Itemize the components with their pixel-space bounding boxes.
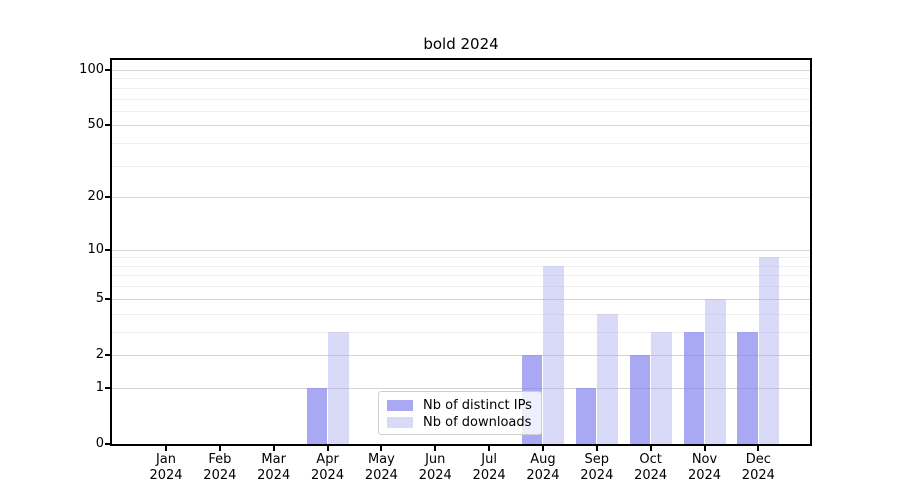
x-tick-label: Sep 2024 xyxy=(580,452,614,483)
minor-gridline xyxy=(112,331,810,333)
bar-downloads-dec xyxy=(758,257,780,444)
major-gridline xyxy=(112,354,810,356)
plot-area xyxy=(110,58,812,446)
chart-title: bold 2024 xyxy=(423,35,499,53)
legend-label-downloads: Nb of downloads xyxy=(423,415,532,430)
minor-gridline xyxy=(112,313,810,315)
y-tick-mark xyxy=(105,297,112,300)
bar-downloads-oct xyxy=(651,331,672,444)
y-tick-label: 5 xyxy=(95,290,104,306)
legend-item-downloads: Nb of downloads xyxy=(387,414,533,431)
x-tick-label: Jan 2024 xyxy=(149,452,183,483)
bar-distinct-ips-dec xyxy=(737,331,758,444)
minor-gridline xyxy=(112,165,810,167)
x-tick-label: Mar 2024 xyxy=(257,452,291,483)
x-tick-label: Oct 2024 xyxy=(634,452,668,483)
bar-distinct-ips-apr xyxy=(306,387,328,444)
minor-gridline xyxy=(112,275,810,277)
y-tick-mark xyxy=(105,124,112,127)
bar-downloads-nov xyxy=(705,298,726,444)
x-tick-label: Feb 2024 xyxy=(203,452,237,483)
y-tick-label: 1 xyxy=(95,379,104,395)
legend-swatch-distinct-ips xyxy=(387,400,413,411)
x-tick-label: Jul 2024 xyxy=(472,452,506,483)
y-tick-label: 50 xyxy=(87,117,104,133)
bar-downloads-sep xyxy=(597,313,618,444)
x-tick-label: Dec 2024 xyxy=(741,452,775,483)
x-tick-mark xyxy=(541,446,544,451)
minor-gridline xyxy=(112,78,810,80)
bar-distinct-ips-oct xyxy=(629,354,651,444)
x-tick-label: Apr 2024 xyxy=(311,452,345,483)
x-tick-mark xyxy=(703,446,706,451)
x-tick-label: Jun 2024 xyxy=(418,452,452,483)
y-tick-label: 20 xyxy=(87,189,104,205)
minor-gridline xyxy=(112,257,810,259)
x-tick-label: Aug 2024 xyxy=(526,452,560,483)
x-tick-mark xyxy=(488,446,491,451)
major-gridline xyxy=(112,298,810,300)
x-tick-mark xyxy=(757,446,760,451)
y-tick-label: 2 xyxy=(95,346,104,362)
minor-gridline xyxy=(112,87,810,89)
x-tick-label: Nov 2024 xyxy=(687,452,722,483)
major-gridline xyxy=(112,125,810,127)
legend: Nb of distinct IPs Nb of downloads xyxy=(378,391,542,435)
bar-distinct-ips-sep xyxy=(575,387,597,444)
minor-gridline xyxy=(112,110,810,112)
x-tick-mark xyxy=(434,446,437,451)
x-tick-mark xyxy=(272,446,275,451)
y-tick-mark xyxy=(105,248,112,251)
major-gridline xyxy=(112,249,810,251)
major-gridline xyxy=(112,197,810,199)
minor-gridline xyxy=(112,143,810,145)
x-tick-label: May 2024 xyxy=(364,452,398,483)
y-tick-label: 10 xyxy=(87,241,104,257)
y-tick-mark xyxy=(105,443,112,445)
y-tick-label: 100 xyxy=(79,62,104,77)
legend-swatch-downloads xyxy=(387,417,413,428)
minor-gridline xyxy=(112,98,810,100)
x-tick-mark xyxy=(326,446,329,451)
bar-distinct-ips-nov xyxy=(683,331,704,444)
x-tick-mark xyxy=(218,446,221,451)
x-tick-mark xyxy=(165,446,167,451)
bar-downloads-aug xyxy=(543,265,564,444)
x-tick-mark xyxy=(649,446,652,451)
y-tick-mark xyxy=(105,353,112,356)
major-gridline xyxy=(112,70,810,71)
y-tick-label: 0 xyxy=(95,436,104,451)
legend-label-distinct-ips: Nb of distinct IPs xyxy=(423,398,532,413)
minor-gridline xyxy=(112,286,810,288)
y-tick-mark xyxy=(105,386,112,389)
legend-item-distinct-ips: Nb of distinct IPs xyxy=(387,397,533,414)
x-tick-mark xyxy=(595,446,598,451)
minor-gridline xyxy=(112,265,810,267)
y-tick-mark xyxy=(105,69,112,71)
bar-downloads-apr xyxy=(328,331,349,444)
y-tick-mark xyxy=(105,196,112,199)
major-gridline xyxy=(112,387,810,389)
x-tick-mark xyxy=(380,446,383,451)
